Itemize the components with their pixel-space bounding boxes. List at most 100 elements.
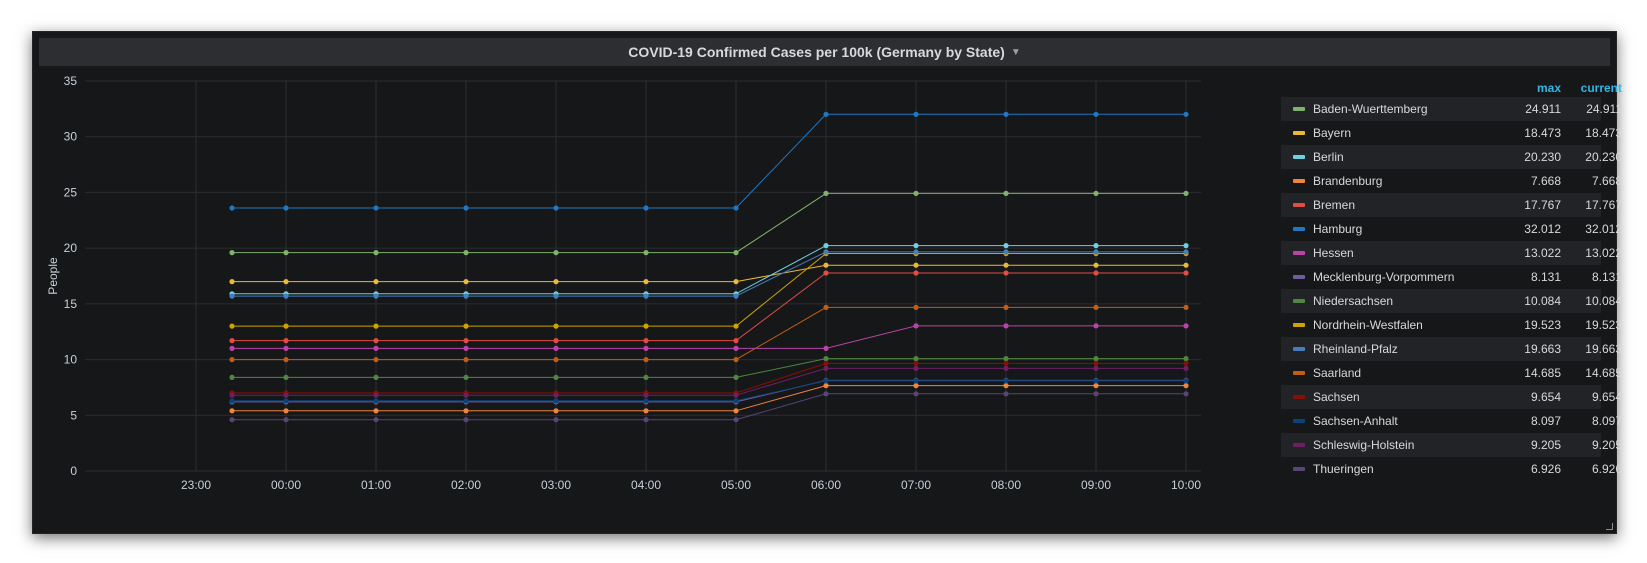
x-tick-label: 03:00 bbox=[541, 478, 571, 492]
data-point bbox=[553, 205, 559, 211]
legend-current-value: 6.926 bbox=[1591, 462, 1622, 476]
data-point bbox=[1183, 270, 1189, 276]
data-point bbox=[1093, 249, 1099, 255]
legend-current-header[interactable]: current bbox=[1580, 81, 1622, 95]
legend-row[interactable]: Sachsen 9.654 9.654 bbox=[1281, 385, 1622, 409]
legend-row[interactable]: Baden-Wuerttemberg 24.911 24.911 bbox=[1281, 97, 1622, 121]
series-line bbox=[232, 362, 1186, 394]
panel-title[interactable]: COVID-19 Confirmed Cases per 100k (Germa… bbox=[628, 44, 1005, 60]
data-point bbox=[229, 338, 235, 344]
series-swatch-icon[interactable] bbox=[1293, 323, 1305, 327]
legend-series-name[interactable]: Schleswig-Holstein bbox=[1313, 438, 1415, 452]
data-point bbox=[1093, 190, 1099, 196]
resize-handle[interactable] bbox=[1606, 523, 1613, 530]
data-point bbox=[913, 190, 919, 196]
data-point bbox=[1003, 270, 1009, 276]
series-swatch-icon[interactable] bbox=[1293, 179, 1305, 183]
legend-series-name[interactable]: Sachsen-Anhalt bbox=[1313, 414, 1398, 428]
series-swatch-icon[interactable] bbox=[1293, 275, 1305, 279]
legend-row[interactable]: Nordrhein-Westfalen 19.523 19.523 bbox=[1281, 313, 1622, 337]
caret-down-icon[interactable]: ▼ bbox=[1010, 46, 1021, 58]
legend-max-header[interactable]: max bbox=[1536, 81, 1561, 95]
series-swatch-icon[interactable] bbox=[1293, 203, 1305, 207]
legend-table: max current Baden-Wuerttemberg 24.911 24.9… bbox=[1281, 79, 1622, 481]
data-point bbox=[373, 279, 379, 285]
data-point bbox=[643, 398, 649, 404]
data-point bbox=[823, 243, 829, 249]
data-point bbox=[643, 374, 649, 380]
series-line bbox=[232, 393, 1186, 421]
series-swatch-icon[interactable] bbox=[1293, 347, 1305, 351]
series-swatch-icon[interactable] bbox=[1293, 251, 1305, 255]
data-point bbox=[373, 345, 379, 351]
legend-max-value: 9.205 bbox=[1530, 438, 1561, 452]
data-point bbox=[553, 279, 559, 285]
legend-row[interactable]: Rheinland-Pfalz 19.663 19.663 bbox=[1281, 337, 1622, 361]
legend-row[interactable]: Niedersachsen 10.084 10.084 bbox=[1281, 289, 1622, 313]
panel-header[interactable]: COVID-19 Confirmed Cases per 100k (Germa… bbox=[39, 38, 1610, 66]
series-swatch-icon[interactable] bbox=[1293, 419, 1305, 423]
data-point bbox=[1003, 262, 1009, 268]
data-point bbox=[643, 279, 649, 285]
legend-series-name[interactable]: Bremen bbox=[1313, 198, 1356, 212]
legend-row[interactable]: Mecklenburg-Vorpommern 8.131 8.131 bbox=[1281, 265, 1622, 289]
data-point bbox=[463, 417, 469, 423]
legend-current-value: 7.668 bbox=[1591, 174, 1622, 188]
legend-header: max current bbox=[1281, 79, 1622, 97]
series-swatch-icon[interactable] bbox=[1293, 395, 1305, 399]
data-point bbox=[643, 250, 649, 256]
data-point bbox=[823, 270, 829, 276]
legend-row[interactable]: Sachsen-Anhalt 8.097 8.097 bbox=[1281, 409, 1622, 433]
series-swatch-icon[interactable] bbox=[1293, 443, 1305, 447]
data-point bbox=[733, 279, 739, 285]
legend-row[interactable]: Bayern 18.473 18.473 bbox=[1281, 121, 1622, 145]
data-point bbox=[283, 357, 289, 363]
y-tick-label: 5 bbox=[70, 408, 77, 422]
legend-series-name[interactable]: Brandenburg bbox=[1313, 174, 1383, 188]
legend-series-name[interactable]: Bayern bbox=[1313, 126, 1352, 140]
series-line bbox=[232, 358, 1186, 378]
legend-row[interactable]: Saarland 14.685 14.685 bbox=[1281, 361, 1622, 385]
legend-row[interactable]: Brandenburg 7.668 7.668 bbox=[1281, 169, 1622, 193]
series-swatch-icon[interactable] bbox=[1293, 227, 1305, 231]
legend-series-name[interactable]: Hamburg bbox=[1313, 222, 1363, 236]
data-point bbox=[553, 392, 559, 398]
data-point bbox=[733, 250, 739, 256]
legend-series-name[interactable]: Baden-Wuerttemberg bbox=[1313, 102, 1428, 116]
data-point bbox=[1183, 383, 1189, 389]
data-point bbox=[1003, 356, 1009, 362]
data-point bbox=[733, 417, 739, 423]
legend-series-name[interactable]: Berlin bbox=[1313, 150, 1344, 164]
legend-row[interactable]: Hessen 13.022 13.022 bbox=[1281, 241, 1622, 265]
legend-series-name[interactable]: Mecklenburg-Vorpommern bbox=[1313, 270, 1455, 284]
legend-series-name[interactable]: Nordrhein-Westfalen bbox=[1313, 318, 1423, 332]
legend-series-name[interactable]: Sachsen bbox=[1313, 390, 1360, 404]
data-point bbox=[1003, 365, 1009, 371]
series-swatch-icon[interactable] bbox=[1293, 131, 1305, 135]
data-point bbox=[733, 374, 739, 380]
legend-series-name[interactable]: Saarland bbox=[1313, 366, 1362, 380]
legend-current-value: 20.230 bbox=[1585, 150, 1622, 164]
legend-series-name[interactable]: Rheinland-Pfalz bbox=[1313, 342, 1398, 356]
legend-series-name[interactable]: Niedersachsen bbox=[1313, 294, 1394, 308]
legend-series-name[interactable]: Thueringen bbox=[1313, 462, 1374, 476]
data-point bbox=[913, 249, 919, 255]
data-point bbox=[463, 345, 469, 351]
x-tick-label: 23:00 bbox=[181, 478, 211, 492]
legend-row[interactable]: Thueringen 6.926 6.926 bbox=[1281, 457, 1622, 481]
series-swatch-icon[interactable] bbox=[1293, 371, 1305, 375]
line-chart: 0 5 10 15 20 25 30 35 23:00 00:00 01:00 02:00 03:00 0… bbox=[46, 74, 1201, 492]
legend-series-name[interactable]: Hessen bbox=[1313, 246, 1354, 260]
series-swatch-icon[interactable] bbox=[1293, 299, 1305, 303]
series-swatch-icon[interactable] bbox=[1293, 467, 1305, 471]
data-point bbox=[643, 408, 649, 414]
legend-row[interactable]: Hamburg 32.012 32.012 bbox=[1281, 217, 1622, 241]
data-point bbox=[1183, 360, 1189, 366]
legend-max-value: 8.131 bbox=[1530, 270, 1561, 284]
legend-row[interactable]: Berlin 20.230 20.230 bbox=[1281, 145, 1622, 169]
legend-row[interactable]: Schleswig-Holstein 9.205 9.205 bbox=[1281, 433, 1622, 457]
series-swatch-icon[interactable] bbox=[1293, 107, 1305, 111]
series-swatch-icon[interactable] bbox=[1293, 155, 1305, 159]
legend-row[interactable]: Bremen 17.767 17.767 bbox=[1281, 193, 1622, 217]
data-point bbox=[643, 323, 649, 329]
